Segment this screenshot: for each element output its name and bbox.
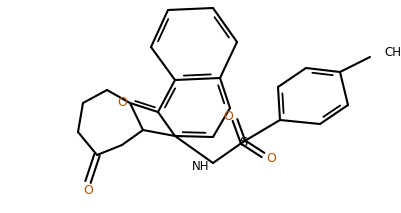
Text: S: S	[239, 135, 247, 148]
Text: O: O	[223, 111, 233, 124]
Text: O: O	[266, 151, 276, 164]
Text: CH₃: CH₃	[384, 46, 401, 59]
Text: O: O	[117, 96, 127, 109]
Text: O: O	[83, 184, 93, 197]
Text: NH: NH	[192, 160, 210, 173]
